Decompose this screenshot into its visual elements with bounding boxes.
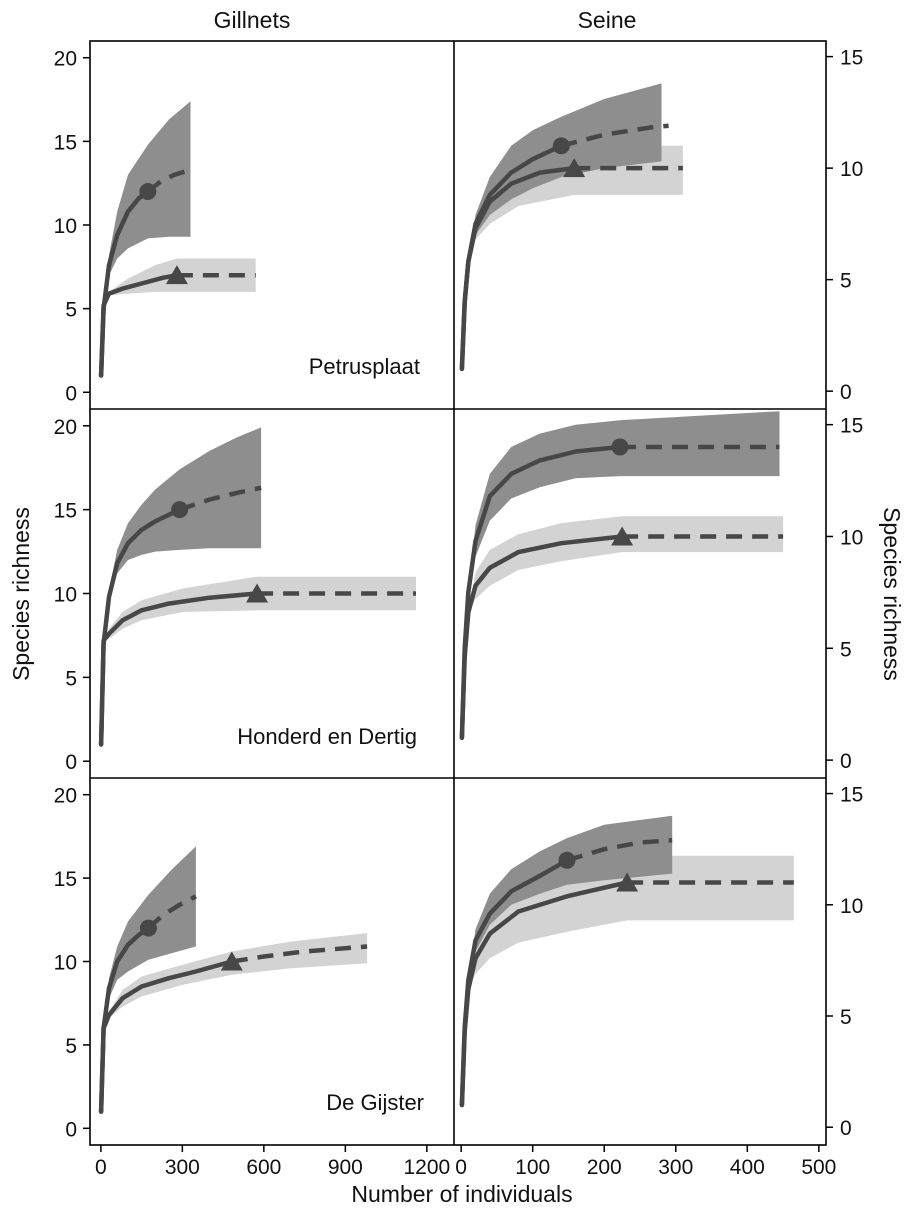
left-y-tick-label: 20: [54, 785, 77, 808]
observed-circle-marker: [611, 438, 629, 456]
site-label-honderd-en-dertig: Honderd en Dertig: [237, 724, 417, 749]
right-y-tick-label: 5: [840, 638, 852, 661]
right-y-axis-label: Species richness: [879, 507, 905, 681]
left-y-tick-label: 0: [65, 382, 77, 405]
triangle-series-interpolation-line: [98, 959, 235, 1114]
panel-seine-de-gijster: [459, 815, 794, 1108]
left-y-tick-label: 10: [54, 584, 77, 607]
triangle-series-interpolation-line: [98, 272, 180, 378]
right-y-tick-label: 15: [840, 415, 863, 438]
seine-x-tick-label: 500: [801, 1156, 836, 1179]
right-y-tick-label: 5: [840, 1006, 852, 1029]
left-y-tick-label: 20: [54, 416, 77, 439]
circle-series-confidence-band: [103, 846, 196, 1029]
circle-series-confidence-band: [103, 101, 191, 309]
left-y-tick-label: 20: [54, 48, 77, 71]
column-title-seine: Seine: [578, 7, 637, 33]
column-title-gillnets: Gillnets: [214, 7, 291, 33]
observed-triangle-marker: [220, 951, 243, 971]
left-y-tick-label: 15: [54, 500, 77, 523]
left-y-tick-label: 0: [65, 1118, 77, 1141]
observed-circle-marker: [139, 183, 157, 201]
observed-circle-marker: [552, 137, 570, 155]
panel-seine-petrusplaat: [459, 83, 683, 372]
panel-gillnets-petrusplaat: [98, 101, 256, 378]
left-y-tick-label: 15: [54, 131, 77, 154]
triangle-series-interpolation-line: [459, 165, 577, 372]
seine-x-tick-label: 100: [515, 1156, 550, 1179]
gillnets-x-tick-label: 300: [165, 1156, 200, 1179]
triangle-series-interpolation-line: [459, 534, 625, 740]
right-y-tick-label: 0: [840, 1117, 852, 1140]
panel-gillnets-de-gijster: [98, 846, 368, 1114]
observed-circle-marker: [171, 501, 189, 519]
left-y-tick-label: 10: [54, 952, 77, 975]
left-y-tick-label: 5: [65, 667, 77, 690]
triangle-series-interpolation-line: [98, 591, 260, 747]
panel-gillnets-honderd-en-dertig: [98, 427, 416, 747]
right-y-tick-label: 15: [840, 784, 863, 807]
seine-x-tick-label: 0: [455, 1156, 467, 1179]
circle-series-extrapolation-line: [178, 485, 262, 512]
x-axis-label: Number of individuals: [351, 1181, 572, 1207]
right-y-tick-label: 0: [840, 750, 852, 773]
right-y-tick-label: 10: [840, 158, 863, 181]
gillnets-x-tick-label: 0: [95, 1156, 107, 1179]
triangle-series-confidence-band: [103, 933, 368, 1029]
axes-layer: 0510152005101505101520051015051015200510…: [54, 47, 864, 1179]
left-y-tick-label: 0: [65, 751, 77, 774]
seine-x-tick-label: 200: [587, 1156, 622, 1179]
right-y-tick-label: 15: [840, 47, 863, 70]
right-y-tick-label: 0: [840, 381, 852, 404]
left-y-tick-label: 5: [65, 299, 77, 322]
gillnets-x-tick-label: 600: [246, 1156, 281, 1179]
left-y-tick-label: 10: [54, 215, 77, 238]
observed-triangle-marker: [563, 158, 586, 178]
triangle-series-extrapolation-line: [231, 944, 368, 964]
site-label-de-gijster: De Gijster: [326, 1090, 424, 1115]
observed-triangle-marker: [616, 872, 639, 892]
left-y-tick-label: 15: [54, 868, 77, 891]
right-y-tick-label: 10: [840, 526, 863, 549]
seine-x-tick-label: 300: [658, 1156, 693, 1179]
observed-circle-marker: [558, 851, 576, 869]
observed-triangle-marker: [246, 583, 269, 603]
left-y-tick-label: 5: [65, 1035, 77, 1058]
gillnets-x-tick-label: 1200: [403, 1156, 450, 1179]
circle-series-extrapolation-line: [566, 838, 673, 863]
panels-layer: [98, 83, 794, 1114]
circle-series-confidence-band: [468, 815, 673, 981]
right-y-tick-label: 10: [840, 895, 863, 918]
observed-triangle-marker: [165, 265, 188, 285]
right-y-tick-label: 5: [840, 270, 852, 293]
circle-series-extrapolation-line: [146, 894, 197, 930]
circle-series-confidence-band: [103, 427, 262, 644]
circle-series-confidence-band: [468, 411, 780, 593]
site-label-petrusplaat: Petrusplaat: [309, 354, 420, 379]
triangle-series-confidence-band: [468, 516, 784, 613]
observed-circle-marker: [139, 919, 157, 937]
circle-series-confidence-band: [468, 83, 662, 262]
seine-x-tick-label: 400: [730, 1156, 765, 1179]
gillnets-x-tick-label: 900: [328, 1156, 363, 1179]
observed-triangle-marker: [611, 526, 634, 546]
triangle-series-interpolation-line: [459, 880, 630, 1108]
panel-seine-honderd-en-dertig: [459, 411, 784, 740]
left-y-axis-label: Species richness: [8, 507, 34, 681]
